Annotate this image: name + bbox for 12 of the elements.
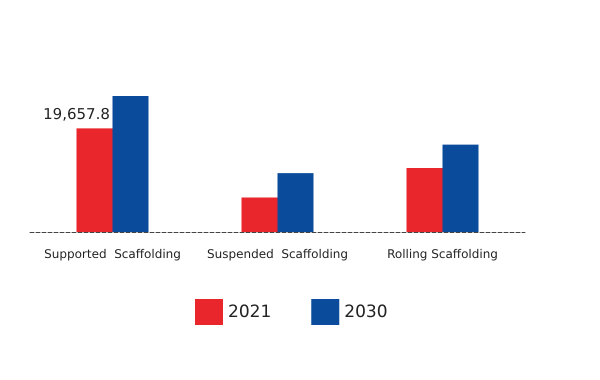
bar <box>76 128 112 232</box>
bar <box>442 144 478 232</box>
x-tick-label: Rolling Scaffolding <box>387 247 498 261</box>
legend-label: 2021 <box>228 302 272 322</box>
legend-label: 2030 <box>344 302 388 322</box>
bar <box>112 96 148 232</box>
bar <box>278 173 314 232</box>
data-label: 19,657.8 <box>43 104 110 123</box>
x-tick-label: Suspended Scaffolding <box>206 247 348 261</box>
x-tick-label: Supported Scaffolding <box>44 247 181 261</box>
bar <box>242 197 278 232</box>
bar <box>406 168 442 232</box>
